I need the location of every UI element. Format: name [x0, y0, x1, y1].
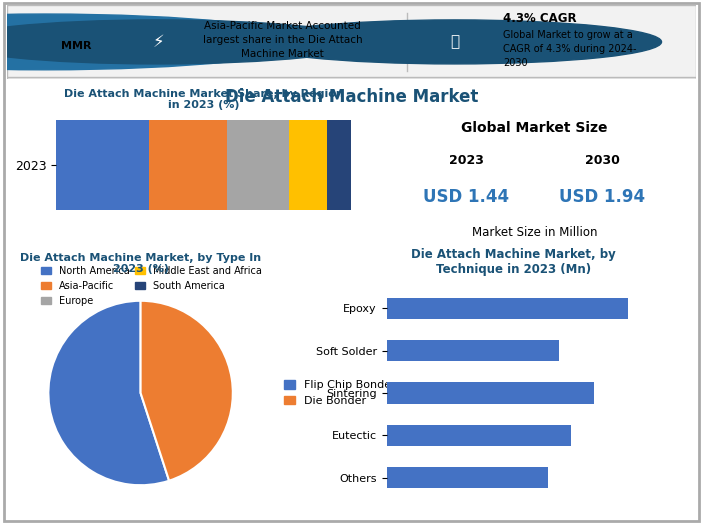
Wedge shape: [49, 301, 169, 485]
Circle shape: [248, 20, 662, 64]
Wedge shape: [141, 301, 233, 481]
Text: 2030: 2030: [585, 154, 620, 167]
Text: USD 1.44: USD 1.44: [423, 188, 509, 205]
Text: Die Attach Machine Market, by
Technique in 2023 (Mn): Die Attach Machine Market, by Technique …: [411, 248, 616, 276]
Title: Die Attach Machine Market, by Type In
2023 (%): Die Attach Machine Market, by Type In 20…: [20, 253, 261, 274]
Text: 4.3% CAGR: 4.3% CAGR: [503, 12, 576, 25]
Title: Die Attach Machine Market Share, by Region
in 2023 (%): Die Attach Machine Market Share, by Regi…: [64, 89, 344, 111]
Text: ⚡: ⚡: [153, 33, 165, 51]
FancyBboxPatch shape: [7, 5, 696, 79]
Bar: [387, 298, 628, 319]
Legend: Flip Chip Bonder, Die Bonder: Flip Chip Bonder, Die Bonder: [280, 376, 400, 410]
Bar: [387, 425, 571, 446]
Bar: [387, 383, 594, 403]
Bar: [327, 120, 352, 210]
Bar: [387, 467, 548, 488]
Bar: [227, 120, 290, 210]
Text: MMR: MMR: [60, 41, 91, 51]
Text: USD 1.94: USD 1.94: [560, 188, 645, 205]
Bar: [150, 120, 227, 210]
Text: Asia-Pacific Market Accounted
largest share in the Die Attach
Machine Market: Asia-Pacific Market Accounted largest sh…: [202, 21, 363, 59]
Text: Market Size in Million: Market Size in Million: [472, 226, 597, 239]
Circle shape: [0, 20, 366, 64]
Bar: [290, 120, 327, 210]
Bar: [56, 120, 150, 210]
Bar: [387, 340, 560, 361]
Text: 2023: 2023: [449, 154, 484, 167]
Text: Die Attach Machine Market: Die Attach Machine Market: [225, 88, 478, 106]
Text: 🔥: 🔥: [451, 35, 459, 49]
Text: Global Market Size: Global Market Size: [461, 122, 607, 135]
Text: Global Market to grow at a
CAGR of 4.3% during 2024-
2030: Global Market to grow at a CAGR of 4.3% …: [503, 30, 637, 68]
Circle shape: [0, 14, 307, 70]
Legend: North America, Asia-Pacific, Europe, Middle East and Africa, South America: North America, Asia-Pacific, Europe, Mid…: [37, 262, 266, 310]
